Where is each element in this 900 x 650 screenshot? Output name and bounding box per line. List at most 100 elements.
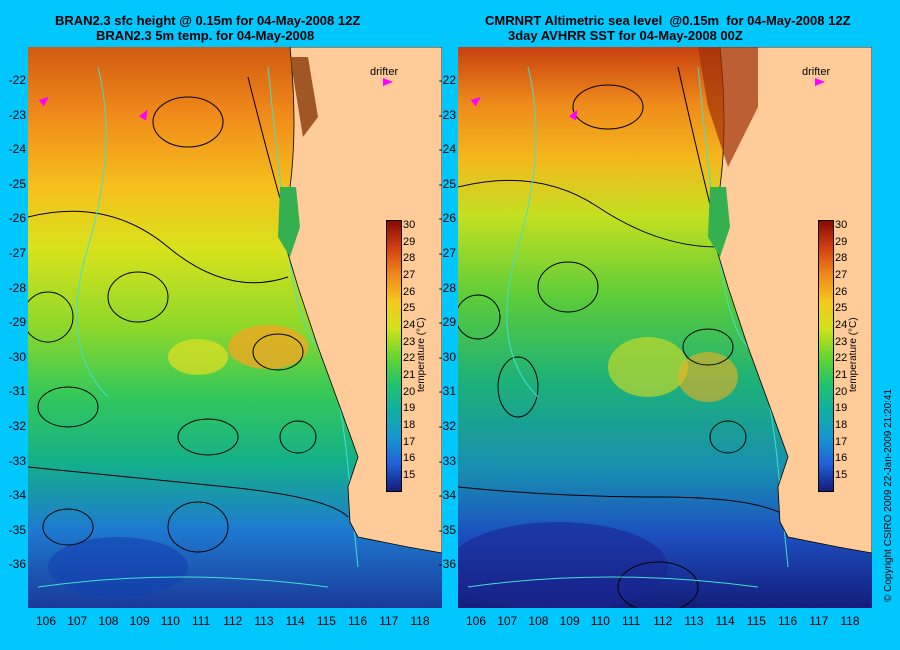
right-colorbar-tick-label: 25 [835,302,848,315]
left-y-tick-label: -31 [8,384,26,399]
right-title-line1: CMRNRT Altimetric sea level @0.15m for 0… [485,13,851,28]
right-y-tick-label: -24 [438,142,456,157]
right-drifter-label: drifter [802,66,831,78]
left-title-line2: BRAN2.3 5m temp. for 04-May-2008 [96,28,315,43]
left-x-tick-label: 106 [36,614,57,628]
left-drifter-arrow [383,78,393,86]
left-y-tick-label: -35 [8,522,26,537]
left-x-tick-label: 118 [410,614,430,628]
left-colorbar-tick-label: 21 [403,369,416,381]
right-y-tick-label: -32 [438,419,456,433]
right-map-svg [458,47,872,608]
right-colorbar-tick-label: 29 [835,235,848,248]
left-title-line1: BRAN2.3 sfc height @ 0.15m for 04-May-20… [55,13,361,28]
right-colorbar-tick-label: 15 [835,469,848,481]
left-y-tick-label: -33 [8,453,26,468]
left-colorbar-tick-label: 19 [403,402,416,415]
right-y-tick-label: -33 [438,453,456,468]
left-colorbar-tick-label: 20 [403,385,416,398]
right-x-tick-label: 108 [528,614,549,628]
left-y-tick-label: -26 [8,211,26,226]
left-x-tick-label: 115 [316,614,336,628]
right-x-tick-label: 106 [466,614,487,628]
right-x-tick-label: 112 [653,614,673,628]
left-x-tick-label: 111 [192,614,211,628]
left-colorbar-tick-label: 23 [403,335,416,348]
left-colorbar-tick-label: 22 [403,352,416,365]
left-x-tick-label: 108 [98,614,119,628]
left-map-panel [28,47,442,608]
left-y-tick-label: -34 [8,488,26,503]
right-y-tick-label: -22 [438,73,456,87]
right-x-tick-label: 114 [715,614,735,628]
right-x-tick-label: 118 [840,614,860,628]
right-y-tick-label: -27 [438,246,456,260]
right-y-tick-label: -28 [438,280,456,295]
right-y-tick-label: -34 [438,488,456,503]
left-colorbar-tick-label: 28 [403,252,416,265]
right-colorbar-tick-label: 16 [835,452,848,465]
right-y-tick-label: -26 [438,211,456,226]
left-y-tick-label: -23 [8,107,26,122]
left-map-svg [28,47,442,608]
right-x-tick-label: 116 [778,614,798,628]
left-y-tick-label: -29 [8,315,26,330]
right-y-tick-label: -31 [438,384,456,399]
right-x-tick-label: 117 [809,614,829,628]
right-colorbar-tick-label: 20 [835,385,848,398]
right-y-tick-label: -35 [438,522,456,537]
left-x-tick-label: 109 [129,614,150,628]
right-colorbar-tick-label: 21 [835,369,848,381]
right-colorbar-tick-label: 24 [835,319,848,331]
left-colorbar-tick-label: 30 [403,219,416,231]
right-colorbar-tick-label: 18 [835,419,848,431]
right-x-tick-label: 110 [590,614,610,628]
right-drifter-arrow [815,78,825,86]
left-colorbar-tick-label: 16 [403,452,416,465]
left-x-tick-label: 110 [160,614,180,628]
left-y-tick-label: -36 [8,557,26,572]
left-y-tick-label: -24 [8,142,26,157]
left-y-tick-label: -27 [8,246,26,260]
right-colorbar-tick-label: 23 [835,335,848,348]
left-x-tick-label: 114 [285,614,305,628]
right-map-panel [458,47,872,608]
right-colorbar-title: temperature (°C) [848,317,859,392]
left-colorbar-tick-label: 15 [403,469,416,481]
left-y-tick-label: -30 [8,349,26,364]
left-colorbar-tick-label: 29 [403,235,416,248]
right-x-tick-label: 113 [684,614,704,628]
right-y-tick-label: -36 [438,557,456,572]
left-x-tick-label: 113 [254,614,274,628]
right-title-line2: 3day AVHRR SST for 04-May-2008 00Z [508,28,743,43]
right-x-tick-label: 115 [746,614,766,628]
left-x-tick-label: 116 [348,614,368,628]
left-x-tick-label: 117 [379,614,399,628]
right-y-tick-label: -25 [438,176,456,191]
right-y-tick-label: -29 [438,315,456,330]
left-colorbar-tick-label: 25 [403,302,416,315]
left-y-tick-label: -28 [8,280,26,295]
left-colorbar-tick-label: 26 [403,285,416,298]
left-colorbar-tick-label: 17 [403,435,416,448]
left-x-tick-label: 112 [223,614,243,628]
right-y-tick-label: -23 [438,107,456,122]
right-colorbar-tick-label: 30 [835,219,848,231]
right-colorbar-tick-label: 19 [835,402,848,415]
right-colorbar-tick-label: 27 [835,269,848,281]
left-x-tick-label: 107 [67,614,88,628]
left-y-tick-label: -22 [8,73,26,87]
left-y-tick-label: -32 [8,419,26,433]
right-colorbar-tick-label: 17 [835,435,848,448]
left-y-tick-label: -25 [8,176,26,191]
right-x-tick-label: 111 [622,614,641,628]
left-colorbar-tick-label: 27 [403,269,416,281]
left-drifter-label: drifter [370,66,399,78]
right-colorbar-tick-label: 22 [835,352,848,365]
right-colorbar-tick-label: 28 [835,252,848,265]
land-coast [285,47,442,554]
right-colorbar [818,220,834,492]
copyright-text: © Copyright CSIRO 2009 22-Jan-2009 21:20… [883,388,894,602]
left-colorbar-title: temperature (°C) [416,317,427,392]
left-colorbar [386,220,402,492]
